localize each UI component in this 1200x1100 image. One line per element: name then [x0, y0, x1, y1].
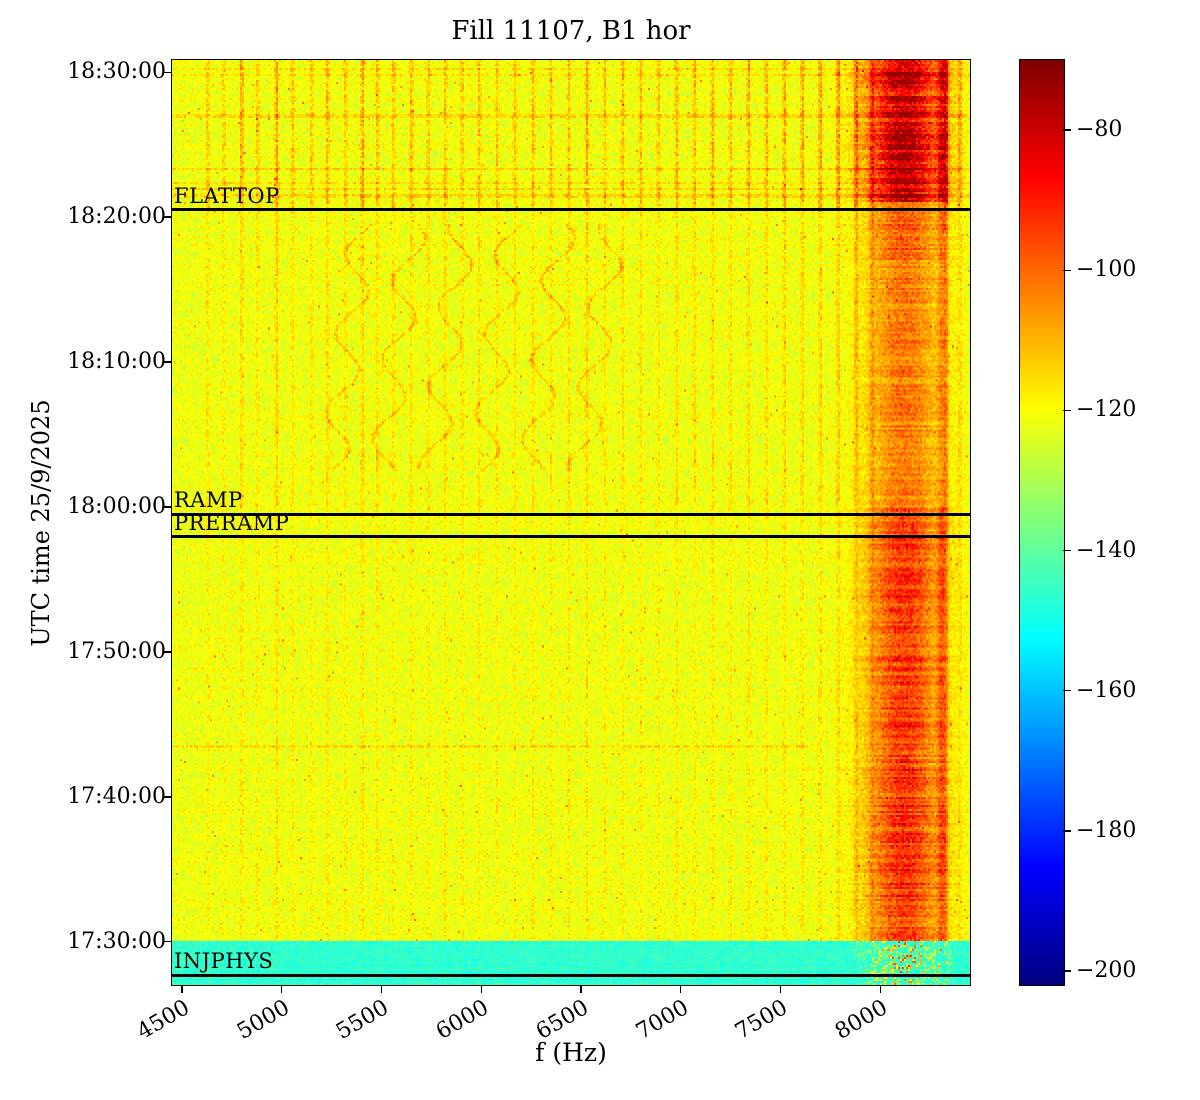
annotation-line-preramp — [172, 535, 970, 539]
y-tick-mark — [164, 361, 172, 363]
x-tick-mark — [181, 985, 183, 993]
x-tick-mark — [480, 985, 482, 993]
y-tick-mark — [164, 216, 172, 218]
y-tick-label: 18:20:00 — [67, 203, 166, 229]
annotation-line-ramp — [172, 512, 970, 516]
annotation-label-injphys: INJPHYS — [174, 949, 274, 974]
colorbar-tick-label: −180 — [1076, 817, 1137, 843]
x-tick-mark — [680, 985, 682, 993]
colorbar-tick-mark — [1063, 409, 1071, 412]
y-tick-label: 18:00:00 — [67, 493, 166, 519]
annotation-line-flattop — [172, 208, 970, 212]
colorbar-tick-label: −120 — [1076, 397, 1137, 423]
colorbar-tick-label: −80 — [1076, 117, 1123, 143]
colorbar-frame — [1019, 59, 1065, 986]
y-tick-mark — [164, 941, 172, 943]
colorbar-tick-label: −140 — [1076, 537, 1137, 563]
colorbar-tick-mark — [1063, 269, 1071, 271]
y-tick-mark — [164, 506, 172, 508]
colorbar-tick-label: −160 — [1076, 677, 1137, 703]
colorbar-tick-mark — [1063, 830, 1071, 832]
annotation-label-ramp: RAMP — [174, 488, 243, 513]
y-tick-label: 17:40:00 — [67, 783, 166, 809]
chart-title: Fill 11107, B1 hor — [451, 16, 691, 46]
y-tick-label: 18:10:00 — [67, 348, 166, 374]
y-tick-label: 18:30:00 — [67, 59, 166, 85]
x-tick-mark — [879, 985, 881, 993]
colorbar-tick-mark — [1063, 129, 1071, 131]
spectrogram-heatmap — [172, 60, 970, 985]
annotation-line-injphys — [172, 973, 970, 977]
x-tick-mark — [580, 985, 582, 993]
y-tick-label: 17:30:00 — [67, 928, 166, 954]
colorbar-tick-label: −100 — [1076, 257, 1137, 283]
colorbar-tick-mark — [1063, 549, 1071, 552]
colorbar — [1020, 60, 1064, 985]
colorbar-tick-mark — [1063, 970, 1071, 972]
x-axis-label: f (Hz) — [535, 1038, 607, 1067]
annotation-label-flattop: FLATTOP — [174, 183, 280, 208]
y-tick-mark — [164, 651, 172, 653]
y-tick-mark — [164, 796, 172, 798]
colorbar-tick-mark — [1063, 689, 1071, 692]
annotation-label-preramp: PRERAMP — [174, 510, 290, 535]
y-tick-mark — [164, 71, 172, 73]
colorbar-tick-label: −200 — [1076, 957, 1137, 983]
x-tick-mark — [380, 985, 383, 993]
x-tick-mark — [281, 985, 283, 993]
y-tick-label: 17:50:00 — [67, 638, 166, 664]
x-tick-mark — [779, 985, 782, 993]
